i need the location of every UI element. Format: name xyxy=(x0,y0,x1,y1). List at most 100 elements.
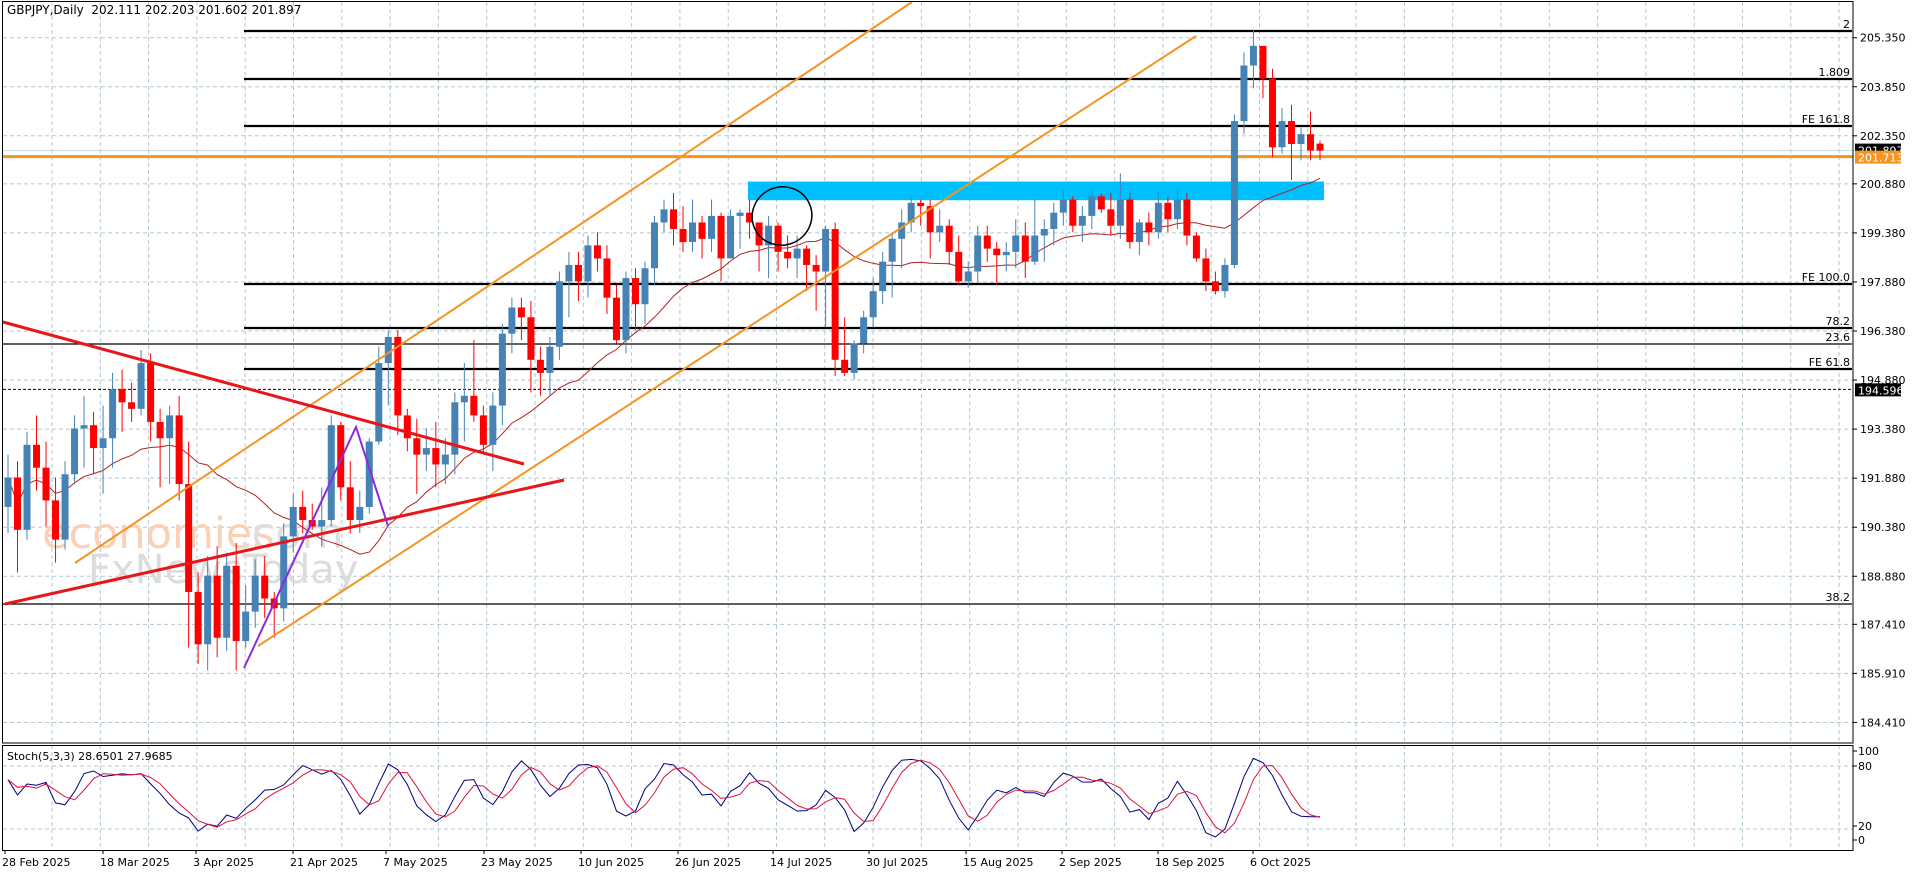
candle-body xyxy=(593,245,601,259)
price-tick-label: 188.880 xyxy=(1860,570,1906,583)
chart-header: GBPJPY,Daily 202.111 202.203 201.602 201… xyxy=(7,3,302,17)
pattern-line[interactable] xyxy=(243,424,389,669)
candle-body xyxy=(1154,202,1162,233)
candle-body xyxy=(603,258,611,298)
candle-body xyxy=(612,297,620,341)
candle-body xyxy=(337,425,345,488)
candle-body xyxy=(1021,235,1029,262)
stoch-tick-label: 20 xyxy=(1858,820,1872,833)
candle-body xyxy=(546,346,554,373)
resistance-zone-rect[interactable] xyxy=(748,181,1324,201)
candle-body xyxy=(1287,121,1295,144)
candle-body xyxy=(508,307,516,334)
candle-body xyxy=(413,438,421,455)
date-label: 10 Jun 2025 xyxy=(578,856,644,869)
candle-body xyxy=(755,222,763,246)
candle-body xyxy=(736,212,744,216)
date-label: 6 Oct 2025 xyxy=(1250,856,1311,869)
candle-body xyxy=(717,215,725,259)
candle-body xyxy=(365,441,373,507)
candle-body xyxy=(166,415,174,439)
stoch-pane-border xyxy=(2,745,1854,851)
candle-body xyxy=(1088,196,1096,216)
price-tick-label: 203.850 xyxy=(1860,81,1906,94)
candle-body xyxy=(850,343,858,373)
candle-body xyxy=(555,281,563,347)
candle-body xyxy=(565,264,573,282)
ma-line xyxy=(7,177,1321,555)
candle-body xyxy=(99,438,107,449)
candle-body xyxy=(1164,202,1172,220)
candle-body xyxy=(765,225,773,246)
candle-body xyxy=(1050,212,1058,229)
date-axis[interactable]: 28 Feb 2025 18 Mar 2025 3 Apr 2025 21 Apr 2… xyxy=(2,850,1311,869)
date-label: 23 May 2025 xyxy=(481,856,553,869)
date-label: 7 May 2025 xyxy=(383,856,448,869)
date-label: 26 Jun 2025 xyxy=(675,856,741,869)
price-axis[interactable]: 205.350 203.850 202.350 200.880 199.380 197.8… xyxy=(1853,32,1906,730)
candle-body xyxy=(71,428,79,475)
candle-body xyxy=(793,248,801,259)
ellipse-annotation[interactable] xyxy=(743,177,822,255)
fibonacci-levels[interactable]: 2 1.809 FE 161.8 FE 100.0 78.2 23.6 FE 61.8 38.… xyxy=(3,18,1852,605)
candle-body xyxy=(14,477,22,530)
candle-body xyxy=(175,415,183,485)
candle-body xyxy=(1126,199,1134,243)
candle-body xyxy=(394,336,402,416)
candle-body xyxy=(42,467,50,501)
candle-body xyxy=(1040,228,1048,236)
price-tick-label: 200.880 xyxy=(1860,178,1906,191)
candle-body xyxy=(318,520,326,527)
candle-body xyxy=(147,363,155,422)
price-tick-label: 184.410 xyxy=(1860,716,1906,729)
candle-body xyxy=(356,506,364,521)
candle-body xyxy=(261,575,269,599)
trendline-drawings[interactable] xyxy=(2,1,1197,669)
price-tick-label: 196.380 xyxy=(1860,325,1906,338)
candle-body xyxy=(1012,235,1020,252)
candle-body xyxy=(156,421,164,439)
candle-body xyxy=(4,477,12,507)
candle-body xyxy=(527,317,535,360)
descending-trendline[interactable] xyxy=(2,320,525,466)
date-label: 2 Sep 2025 xyxy=(1059,856,1122,869)
candle-body xyxy=(879,261,887,292)
candle-body xyxy=(926,206,934,233)
candle-body xyxy=(1211,281,1219,292)
orange-price-label: 201.713 xyxy=(1858,152,1904,165)
channel-lower-line[interactable] xyxy=(257,35,1197,647)
candle-body xyxy=(917,202,925,207)
candle-body xyxy=(109,389,117,439)
dotted-price-label: 194.596 xyxy=(1858,384,1904,397)
fib-label: FE 100.0 xyxy=(1802,271,1850,284)
candle-body xyxy=(479,415,487,445)
fib-label: 38.2 xyxy=(1826,591,1851,604)
candle-body xyxy=(1278,121,1286,148)
ascending-trendline[interactable] xyxy=(4,478,565,606)
candle-body xyxy=(869,291,877,318)
candle-body xyxy=(23,444,31,530)
price-tick-label: 205.350 xyxy=(1860,32,1906,45)
candle-body xyxy=(650,222,658,269)
candle-body xyxy=(432,448,440,465)
price-tick-label: 187.410 xyxy=(1860,618,1906,631)
stochastic-pane[interactable]: 100 80 200 xyxy=(7,745,1879,847)
stochastic-header: Stoch(5,3,3) 28.6501 27.9685 xyxy=(7,750,173,763)
candle-body xyxy=(232,565,240,642)
candle-body xyxy=(698,222,706,239)
candle-body xyxy=(888,238,896,262)
candlesticks xyxy=(4,29,1324,671)
candle-body xyxy=(631,278,639,305)
horizontal-lines[interactable] xyxy=(3,150,1853,390)
candle-body xyxy=(955,251,963,282)
date-label: 21 Apr 2025 xyxy=(290,856,358,869)
candle-body xyxy=(403,415,411,439)
candle-body xyxy=(907,202,915,223)
resistance-zone[interactable] xyxy=(748,181,1324,201)
candle-body xyxy=(784,251,792,259)
candle-body xyxy=(1249,45,1257,66)
candle-body xyxy=(441,454,449,465)
channel-upper-line[interactable] xyxy=(74,1,913,564)
